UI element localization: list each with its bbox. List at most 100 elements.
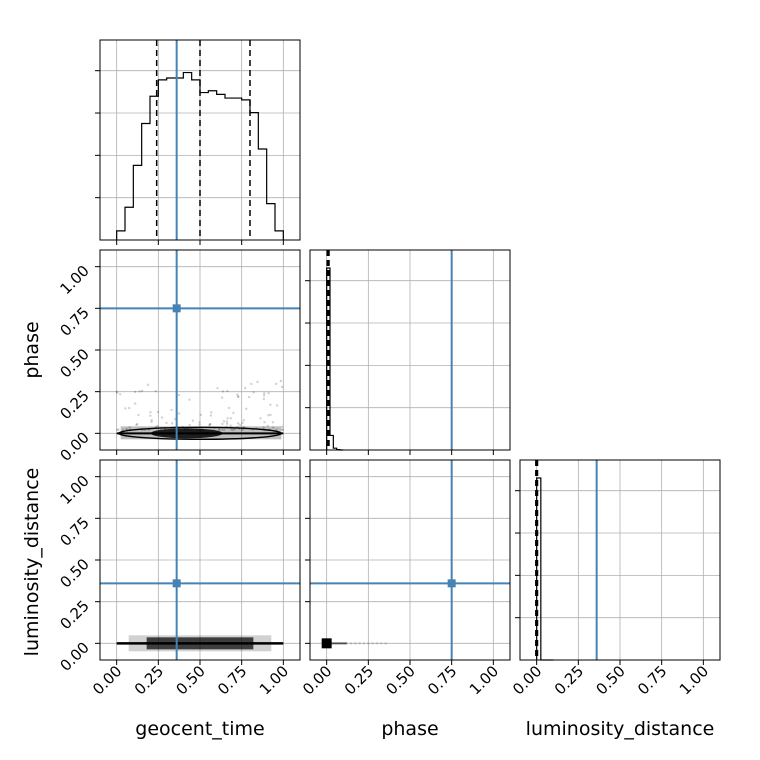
scatter-point xyxy=(115,390,118,393)
scatter-point xyxy=(262,426,265,429)
scatter-point xyxy=(226,389,229,393)
scatter-point xyxy=(225,420,229,423)
scatter-point xyxy=(227,406,231,410)
scatter-point xyxy=(124,407,127,410)
panel-hist-phase xyxy=(305,249,511,455)
scatter-point xyxy=(238,423,242,427)
scatter-point xyxy=(191,419,195,422)
scatter-point xyxy=(247,395,251,399)
scatter-point xyxy=(375,642,379,645)
scatter-point xyxy=(256,380,259,384)
scatter-point xyxy=(384,642,387,645)
scatter-point xyxy=(237,395,240,399)
scatter-point xyxy=(133,402,137,405)
scatter-point xyxy=(280,385,284,389)
scatter-point xyxy=(199,413,203,417)
scatter-point xyxy=(262,397,266,401)
y-axis-label-luminosity-distance: luminosity_distance xyxy=(21,468,43,657)
scatter-point xyxy=(217,428,221,431)
scatter-point xyxy=(252,391,256,394)
scatter-point xyxy=(245,407,248,411)
scatter-point xyxy=(150,418,153,422)
scatter-point xyxy=(128,425,131,429)
scatter-point xyxy=(279,379,283,383)
scatter-point xyxy=(165,421,168,425)
x-axis-label-luminosity-distance: luminosity_distance xyxy=(526,718,715,740)
scatter-point xyxy=(177,393,181,397)
panel-hist-geocent_time xyxy=(95,39,301,245)
scatter-point xyxy=(146,383,150,387)
scatter-point xyxy=(170,408,173,412)
scatter-point xyxy=(149,411,152,414)
scatter-point xyxy=(250,382,253,386)
scatter-point xyxy=(266,424,269,428)
scatter-point xyxy=(367,642,370,645)
scatter-point xyxy=(263,392,266,395)
x-axis-label-geocent-time: geocent_time xyxy=(135,718,264,740)
scatter-point xyxy=(358,642,361,645)
scatter-point xyxy=(269,413,272,417)
scatter-point xyxy=(230,428,233,431)
scatter-point xyxy=(135,423,138,427)
scatter-point xyxy=(116,428,119,432)
scatter-point xyxy=(154,389,157,393)
scatter-point xyxy=(208,423,212,426)
truth-marker xyxy=(172,304,181,313)
scatter-point xyxy=(177,412,181,415)
scatter-point xyxy=(137,413,140,417)
scatter-point xyxy=(240,428,244,432)
scatter-point xyxy=(362,642,366,645)
scatter-point xyxy=(236,395,240,398)
panel-scatter-geocent_time-luminosity_distance xyxy=(95,459,301,665)
scatter-point xyxy=(233,428,236,431)
scatter-point xyxy=(115,391,119,394)
scatter-point xyxy=(269,403,272,406)
scatter-point xyxy=(281,428,284,431)
y-axis-label-phase: phase xyxy=(21,321,43,378)
scatter-point xyxy=(262,394,266,397)
scatter-point xyxy=(125,428,128,431)
scatter-point xyxy=(236,393,239,396)
scatter-point xyxy=(242,418,245,422)
scatter-point xyxy=(226,417,229,420)
scatter-point xyxy=(223,428,226,432)
scatter-point xyxy=(160,416,164,419)
scatter-point xyxy=(220,396,224,399)
scatter-point xyxy=(222,420,226,423)
scatter-point xyxy=(272,426,275,429)
scatter-point xyxy=(221,390,225,393)
scatter-point xyxy=(242,425,246,429)
scatter-point xyxy=(281,428,284,432)
scatter-point xyxy=(221,422,224,426)
scatter-point xyxy=(259,417,262,420)
scatter-point xyxy=(156,410,160,414)
scatter-point xyxy=(275,404,279,407)
scatter-point xyxy=(349,642,353,645)
scatter-point xyxy=(188,423,191,427)
scatter-point xyxy=(225,422,229,425)
scatter-point xyxy=(232,411,235,415)
scatter-point xyxy=(121,428,125,432)
scatter-point xyxy=(150,420,153,424)
scatter-point xyxy=(267,414,270,417)
scatter-point xyxy=(133,390,137,394)
scatter-point xyxy=(371,642,374,645)
scatter-point xyxy=(149,414,152,417)
scatter-point xyxy=(198,421,201,424)
scatter-point xyxy=(135,422,139,426)
scatter-point xyxy=(244,386,247,390)
scatter-point xyxy=(140,389,144,393)
truth-marker xyxy=(172,579,181,588)
scatter-point xyxy=(156,424,159,428)
scatter-point xyxy=(267,392,270,395)
scatter-point xyxy=(275,382,278,386)
panel-scatter-phase-luminosity_distance xyxy=(305,459,511,665)
x-axis-label-phase: phase xyxy=(381,718,438,740)
histogram-step-geocent_time xyxy=(116,71,284,240)
scatter-point xyxy=(209,423,212,426)
scatter-point xyxy=(345,642,348,645)
scatter-point xyxy=(231,428,235,432)
scatter-point xyxy=(263,421,266,424)
scatter-point xyxy=(198,423,201,426)
